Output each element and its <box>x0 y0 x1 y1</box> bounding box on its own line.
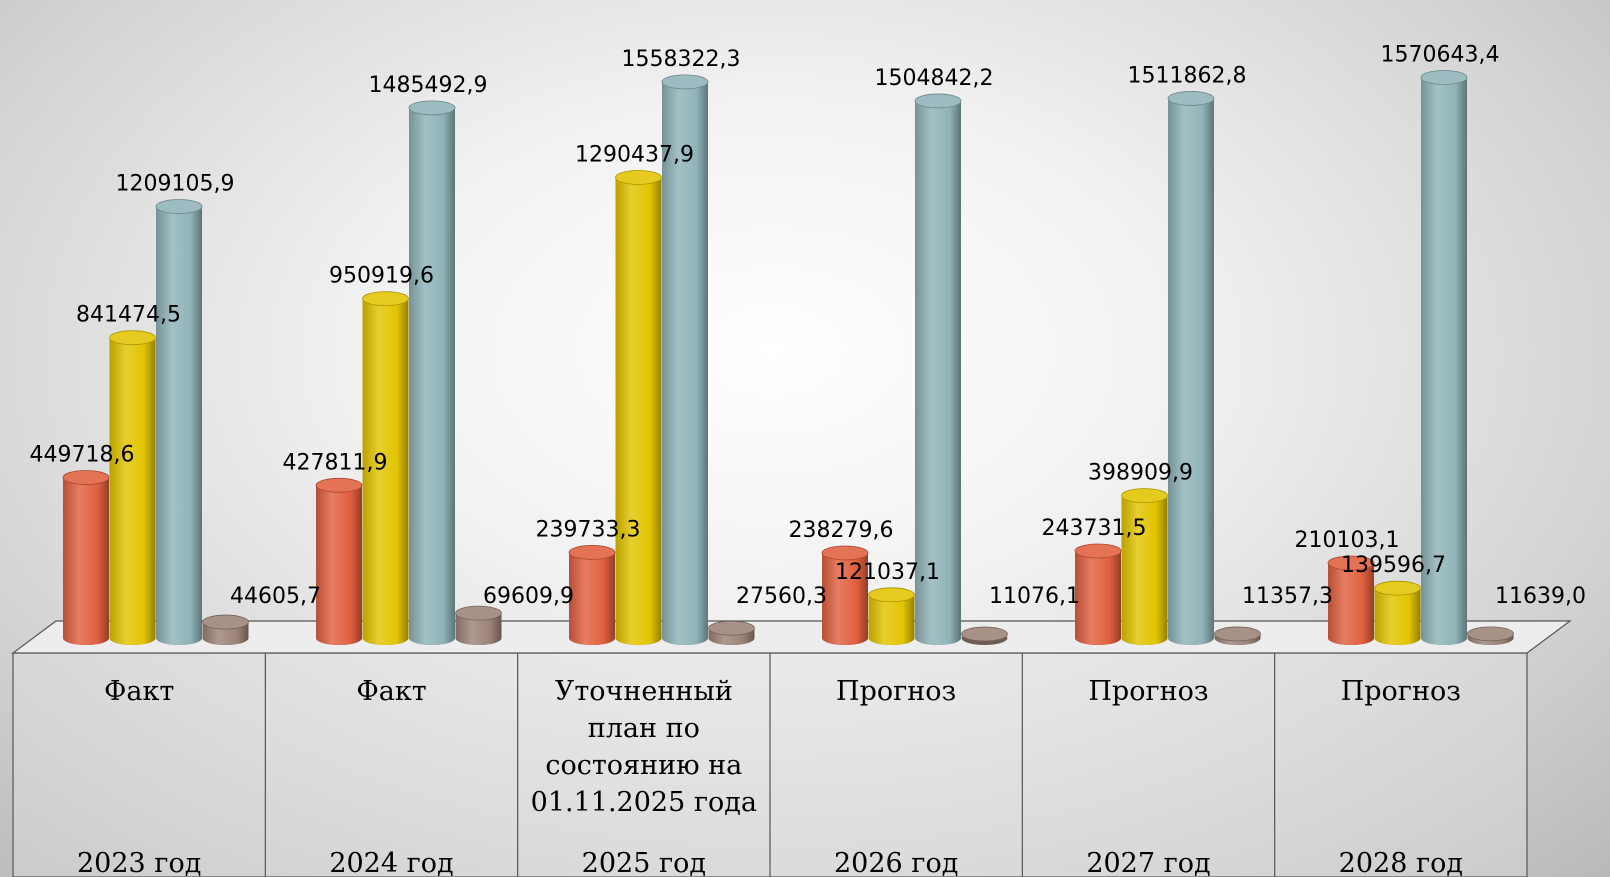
bar <box>615 170 662 645</box>
category-year-label: 2024 год <box>329 848 453 877</box>
data-label: 121037,1 <box>835 560 940 585</box>
bar <box>155 199 203 645</box>
category-year-label: 2027 год <box>1086 848 1210 877</box>
category-year-label: 2028 год <box>1339 848 1463 877</box>
category-kind-label: Факт <box>356 676 426 707</box>
category-kind-label: план по <box>588 713 700 744</box>
bar <box>362 291 409 645</box>
bar <box>408 100 456 645</box>
data-label: 238279,6 <box>789 518 894 543</box>
bar <box>315 477 363 645</box>
data-label: 11357,3 <box>1242 584 1333 609</box>
bar <box>1327 555 1375 645</box>
data-label: 1511862,8 <box>1128 63 1247 88</box>
bars <box>62 70 1514 645</box>
data-label: 1209105,9 <box>116 172 235 197</box>
category-table: Факт 2023 год Факт 2024 год Уточненный план п… <box>12 652 1528 877</box>
data-label: 427811,9 <box>283 450 388 475</box>
data-label: 1570643,4 <box>1381 42 1500 67</box>
bar <box>1420 70 1468 645</box>
bar <box>821 545 869 645</box>
bar <box>455 605 502 645</box>
bar <box>109 330 156 645</box>
bar <box>1167 91 1215 645</box>
data-label: 27560,3 <box>736 584 827 609</box>
bar <box>961 626 1008 645</box>
data-label: 210103,1 <box>1295 528 1400 553</box>
bar <box>1374 580 1421 645</box>
category-kind-label: Прогноз <box>1088 676 1208 707</box>
data-label: 449718,6 <box>30 443 135 468</box>
data-label: 44605,7 <box>230 584 321 609</box>
data-label: 243731,5 <box>1042 516 1147 541</box>
category-kind-label: Прогноз <box>836 676 956 707</box>
data-label: 11639,0 <box>1495 584 1586 609</box>
category-kind-label: Прогноз <box>1341 676 1461 707</box>
bar <box>1074 543 1122 645</box>
data-labels: 449718,6 427811,9 239733,3 238279,6 243731,5… <box>30 42 1586 609</box>
bar <box>1467 626 1514 645</box>
category-kind-label: Факт <box>104 676 174 707</box>
data-label: 139596,7 <box>1341 553 1446 578</box>
bar <box>1214 626 1261 645</box>
category-year-label: 2025 год <box>582 848 706 877</box>
data-label: 239733,3 <box>536 517 641 542</box>
category-year-label: 2023 год <box>77 848 201 877</box>
bar <box>914 93 962 645</box>
category-kind-label: Уточненный <box>555 676 733 707</box>
category-kind-label: 01.11.2025 года <box>531 787 757 818</box>
bar <box>708 620 755 645</box>
data-label: 69609,9 <box>483 584 574 609</box>
data-label: 11076,1 <box>989 584 1080 609</box>
data-label: 398909,9 <box>1088 461 1193 486</box>
bar <box>661 74 709 645</box>
data-label: 1504842,2 <box>875 66 994 91</box>
data-label: 950919,6 <box>329 264 434 289</box>
bar <box>202 614 249 645</box>
bar <box>868 587 915 645</box>
bar <box>568 545 616 645</box>
data-label: 1290437,9 <box>575 142 694 167</box>
data-label: 1485492,9 <box>369 73 488 98</box>
category-kind-label: состоянию на <box>545 750 742 781</box>
category-year-label: 2026 год <box>834 848 958 877</box>
data-label: 841474,5 <box>76 303 181 328</box>
bar <box>1121 488 1168 645</box>
bar <box>62 470 110 645</box>
data-label: 1558322,3 <box>622 47 741 72</box>
